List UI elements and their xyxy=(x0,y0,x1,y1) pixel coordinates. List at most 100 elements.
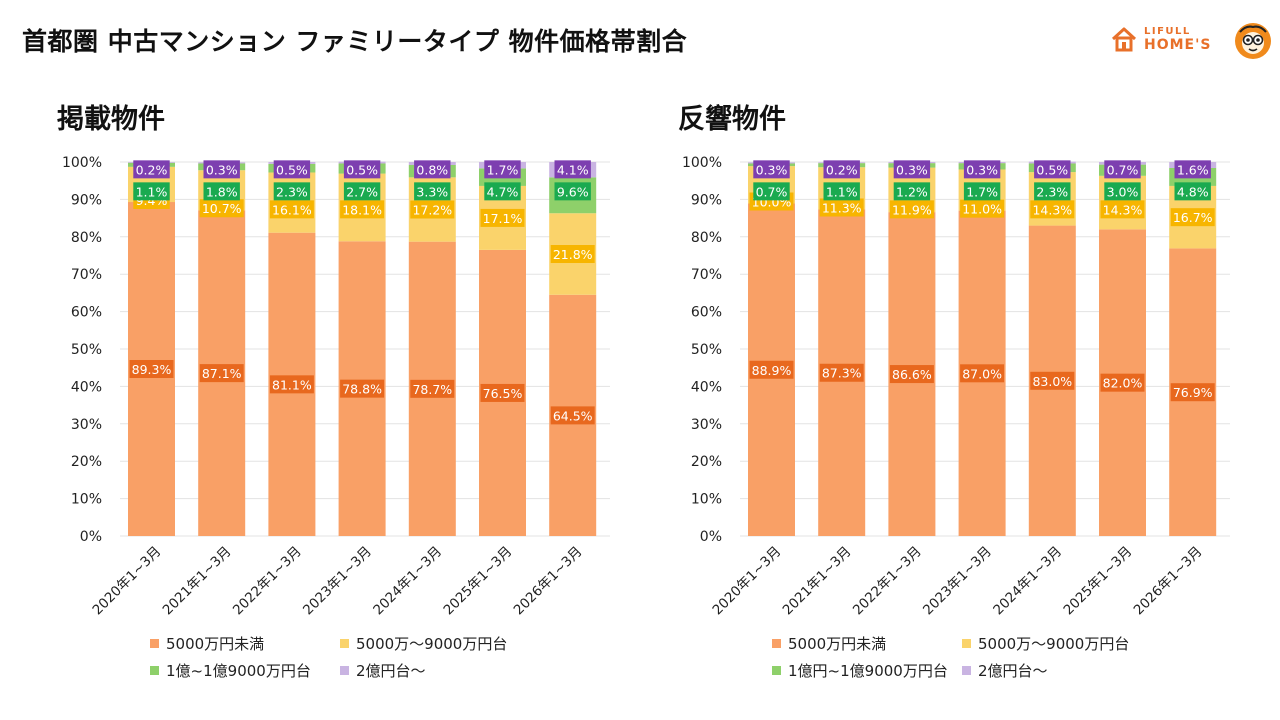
data-label-bg xyxy=(480,383,525,402)
data-label-bg xyxy=(823,160,860,179)
legend-label: 5000万～9000万円台 xyxy=(978,635,1130,653)
data-label: 83.0% xyxy=(1032,374,1072,389)
y-tick-label: 0% xyxy=(700,529,722,545)
data-label: 76.9% xyxy=(1173,385,1213,400)
data-label-bg xyxy=(484,182,521,201)
y-tick-label: 100% xyxy=(682,155,722,171)
data-label: 1.7% xyxy=(966,184,998,199)
data-label-bg xyxy=(1174,182,1211,201)
data-label-bg xyxy=(414,182,451,201)
data-label: 0.7% xyxy=(1107,162,1139,177)
data-label: 64.5% xyxy=(553,408,593,423)
data-label: 81.1% xyxy=(272,377,312,392)
legend-label: 2億円台～ xyxy=(356,662,426,680)
data-label-bg xyxy=(550,245,595,264)
legend-item: 1億円~1億9000万円台 xyxy=(772,660,948,681)
data-label: 89.3% xyxy=(132,362,172,377)
data-label-bg xyxy=(749,360,794,379)
data-label-bg xyxy=(1100,373,1145,392)
data-label-bg xyxy=(753,160,790,179)
data-label-bg xyxy=(554,160,591,179)
legend-label: 1億~1億9000万円台 xyxy=(166,662,311,680)
data-label-bg xyxy=(1104,182,1141,201)
y-tick-label: 40% xyxy=(691,379,722,395)
data-label: 3.3% xyxy=(416,184,448,199)
data-label-bg xyxy=(273,182,311,201)
data-label: 2.3% xyxy=(276,184,308,199)
y-tick-label: 50% xyxy=(691,342,722,358)
y-tick-label: 40% xyxy=(71,379,102,395)
logo-text-homes: HOME'S xyxy=(1144,37,1212,53)
data-label: 0.3% xyxy=(966,162,998,177)
data-label-bg xyxy=(1170,383,1215,402)
data-label: 21.8% xyxy=(553,247,593,262)
legend-swatch xyxy=(962,666,971,675)
data-label-bg xyxy=(484,160,521,179)
y-tick-label: 30% xyxy=(71,417,102,433)
data-label: 1.2% xyxy=(896,184,928,199)
data-label: 87.0% xyxy=(962,366,1002,381)
mascot-icon xyxy=(1235,23,1271,59)
legend-item: 2億円台～ xyxy=(962,660,1048,681)
data-label-bg xyxy=(753,182,790,201)
x-tick-label: 2023年1~3月 xyxy=(300,544,375,619)
data-label-bg xyxy=(819,198,864,217)
data-label-bg xyxy=(1170,208,1215,227)
house-icon xyxy=(1111,27,1137,52)
data-label-bg xyxy=(199,199,244,218)
data-label: 11.3% xyxy=(822,200,862,215)
data-label: 11.0% xyxy=(962,202,1002,217)
data-label-bg xyxy=(480,208,525,227)
legend-swatch xyxy=(772,666,781,675)
data-label: 1.6% xyxy=(1177,162,1209,177)
legend-label: 1億円~1億9000万円台 xyxy=(788,662,948,680)
data-label-bg xyxy=(343,182,381,201)
data-label-bg xyxy=(893,182,931,201)
legend-swatch xyxy=(772,639,781,648)
y-tick-label: 50% xyxy=(71,342,102,358)
y-tick-label: 0% xyxy=(80,529,102,545)
data-label-bg xyxy=(554,182,591,201)
data-label: 0.8% xyxy=(416,162,448,177)
data-label: 88.9% xyxy=(752,363,792,378)
data-label-bg xyxy=(1104,160,1141,179)
data-label: 18.1% xyxy=(342,202,382,217)
legend-item: 5000万円未満 xyxy=(772,633,886,654)
y-tick-label: 90% xyxy=(691,192,722,208)
data-label: 4.7% xyxy=(487,184,519,199)
data-label: 9.6% xyxy=(557,184,589,199)
panel-title-inquiry: 反響物件 xyxy=(678,104,786,135)
data-label: 4.1% xyxy=(557,162,589,177)
data-label-bg xyxy=(893,160,931,179)
data-label: 0.5% xyxy=(1036,162,1068,177)
data-label-bg xyxy=(1174,160,1211,179)
data-label: 0.7% xyxy=(756,184,788,199)
data-label: 82.0% xyxy=(1103,376,1143,391)
data-label-bg xyxy=(889,365,934,384)
x-tick-label: 2025年1~3月 xyxy=(1060,544,1135,619)
x-tick-label: 2022年1~3月 xyxy=(850,544,925,619)
legend-swatch xyxy=(150,639,159,648)
data-label: 78.8% xyxy=(342,382,382,397)
legend-item: 2億円台～ xyxy=(340,660,426,681)
data-label: 14.3% xyxy=(1103,202,1143,217)
legend-item: 5000万～9000万円台 xyxy=(340,633,507,654)
data-label-bg xyxy=(1034,160,1071,179)
data-label-bg xyxy=(823,182,860,201)
y-tick-label: 30% xyxy=(691,417,722,433)
data-label-bg xyxy=(340,200,385,219)
data-label: 1.8% xyxy=(206,184,238,199)
data-label: 1.1% xyxy=(826,184,858,199)
y-tick-label: 20% xyxy=(691,454,722,470)
y-tick-label: 80% xyxy=(691,230,722,246)
data-label-bg xyxy=(269,200,314,219)
y-tick-label: 80% xyxy=(71,230,102,246)
data-label-bg xyxy=(1034,182,1071,201)
data-label-bg xyxy=(1030,371,1075,390)
x-tick-label: 2021年1~3月 xyxy=(160,544,235,619)
y-tick-label: 60% xyxy=(71,305,102,321)
data-label-bg xyxy=(340,379,385,398)
data-label: 16.1% xyxy=(272,202,312,217)
x-tick-label: 2020年1~3月 xyxy=(709,544,784,619)
data-label-bg xyxy=(129,360,174,379)
